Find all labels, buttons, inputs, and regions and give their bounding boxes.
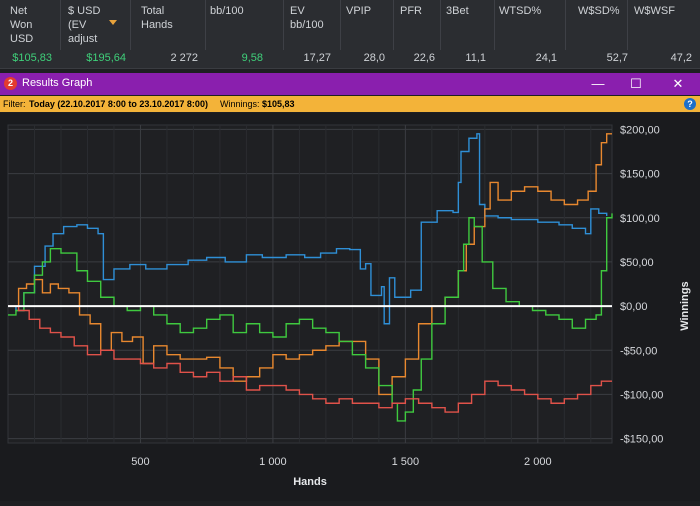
stats-header-2[interactable]: Total Hands (141, 5, 173, 31)
stats-value-0: $105,83 (12, 52, 52, 64)
y-tick-label: $0,00 (620, 301, 648, 313)
x-tick-label: 1 500 (392, 456, 420, 468)
column-separator[interactable] (130, 0, 131, 50)
column-separator[interactable] (393, 0, 394, 50)
x-tick-label: 2 000 (524, 456, 552, 468)
y-tick-label: $100,00 (620, 213, 660, 225)
stats-value-3: 9,58 (241, 52, 263, 64)
stats-value-7: 11,1 (465, 52, 486, 64)
stats-header-8[interactable]: WTSD% (499, 5, 542, 17)
stats-value-6: 22,6 (413, 52, 435, 64)
column-separator[interactable] (340, 0, 341, 50)
series-line-0 (8, 133, 608, 325)
y-tick-label: $150,00 (620, 169, 660, 181)
stats-header-1[interactable]: $ USD (EV adjust (68, 5, 101, 45)
winnings-value: $105,83 (262, 99, 295, 109)
series-line-1 (8, 133, 612, 396)
stats-value-8: 24,1 (535, 52, 557, 64)
window-title-bar[interactable]: 2 Results Graph — ☐ ✕ (0, 73, 700, 95)
results-graph: $200,00 $150,00 $100,00 $50,00 $0,00 -$50,00 -… (0, 113, 700, 501)
column-separator[interactable] (627, 0, 628, 50)
column-separator[interactable] (494, 0, 495, 50)
results-chart: $200,00 $150,00 $100,00 $50,00 $0,00 -$50,00 -… (7, 124, 691, 488)
app-icon: 2 (4, 77, 17, 90)
stats-header-6[interactable]: PFR (400, 5, 422, 17)
filter-period: Today (22.10.2017 8:00 to 23.10.2017 8:0… (29, 99, 208, 109)
column-separator[interactable] (205, 0, 206, 50)
winnings-label: Winnings: (220, 99, 260, 109)
stats-value-4: 17,27 (303, 52, 331, 64)
y-axis-label: Winnings (679, 281, 691, 330)
series-line-3 (8, 305, 612, 413)
stats-value-5: 28,0 (363, 52, 385, 64)
column-separator[interactable] (283, 0, 284, 50)
stats-header-0[interactable]: Net Won USD (10, 5, 34, 45)
minimize-button[interactable]: — (591, 76, 605, 91)
sort-desc-icon (109, 20, 117, 25)
column-separator[interactable] (565, 0, 566, 50)
column-separator[interactable] (440, 0, 441, 50)
column-separator[interactable] (60, 0, 61, 50)
y-tick-label: $50,00 (620, 257, 654, 269)
maximize-button[interactable]: ☐ (630, 76, 642, 91)
close-button[interactable]: ✕ (672, 76, 684, 91)
filter-label: Filter: (3, 99, 26, 109)
stats-header-9[interactable]: W$SD% (578, 5, 620, 17)
stats-header-4[interactable]: EV bb/100 (290, 5, 324, 31)
x-axis-label: Hands (293, 476, 327, 488)
plot-area (7, 124, 613, 444)
stats-value-2: 2 272 (170, 52, 198, 64)
stats-table: Net Won USD $ USD (EV adjust Total Hands bb… (0, 0, 700, 69)
filter-bar: Filter: Today (22.10.2017 8:00 to 23.10.… (0, 96, 700, 112)
stats-value-1: $195,64 (86, 52, 126, 64)
y-tick-label: -$50,00 (620, 345, 657, 357)
y-tick-label: $200,00 (620, 124, 660, 136)
x-tick-label: 500 (131, 456, 149, 468)
help-icon[interactable]: ? (684, 98, 696, 110)
y-tick-label: -$100,00 (620, 389, 663, 401)
stats-header-3[interactable]: bb/100 (210, 5, 244, 17)
window-title: Results Graph (22, 77, 93, 89)
stats-header-10[interactable]: W$WSF (634, 5, 675, 17)
stats-header-7[interactable]: 3Bet (446, 5, 469, 17)
stats-header-5[interactable]: VPIP (346, 5, 372, 17)
x-tick-label: 1 000 (259, 456, 287, 468)
stats-value-9: 52,7 (606, 52, 628, 64)
stats-value-10: 47,2 (670, 52, 692, 64)
y-tick-label: -$150,00 (620, 434, 663, 446)
